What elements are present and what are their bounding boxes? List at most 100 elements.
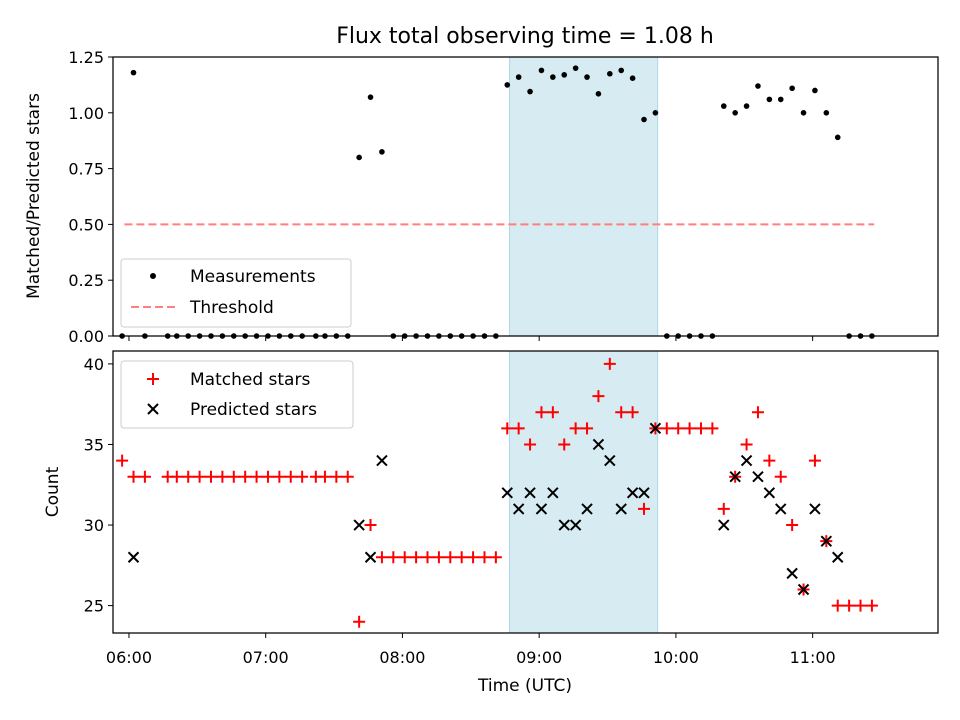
matched-star-point (831, 599, 844, 612)
measurement-point (777, 96, 784, 103)
predicted-star-point (718, 519, 730, 531)
matched-star-point (432, 551, 445, 564)
predicted-star-point (524, 487, 536, 499)
matched-star-point (353, 615, 366, 628)
matched-star-point (138, 470, 151, 483)
predicted-star-point (729, 470, 741, 483)
matched-star-point (193, 470, 206, 483)
predicted-star-point (752, 470, 764, 483)
matched-star-point (786, 519, 799, 532)
bottom-plot-frame (112, 350, 939, 634)
measurement-point (732, 110, 738, 116)
matched-star-point (843, 599, 856, 612)
predicted-star-point (763, 487, 776, 499)
measurement-point (504, 82, 511, 88)
matched-star-point (216, 470, 229, 483)
predicted-star-point (376, 454, 388, 467)
matched-star-point (330, 470, 343, 483)
predicted-star-point (512, 503, 525, 515)
matched-star-point (116, 454, 129, 467)
matched-star-point (751, 406, 764, 419)
predicted-star-point (127, 551, 140, 563)
predicted-star-point (809, 503, 821, 515)
predicted-star-point (740, 454, 753, 467)
matched-star-point (524, 438, 537, 451)
matched-star-point (694, 422, 707, 435)
matched-star-point (375, 551, 388, 564)
matched-star-point (854, 599, 867, 612)
matched-star-point (273, 470, 286, 483)
legend-matched-marker (147, 373, 159, 385)
top-y-tick-label: 1.00 (68, 104, 104, 123)
predicted-star-point (547, 487, 559, 499)
matched-star-point (227, 470, 240, 483)
x-tick-label: 10:00 (653, 648, 699, 667)
bottom-y-axis-label: Count (43, 466, 63, 517)
legend-threshold-label: Threshold (189, 298, 274, 318)
measurement-point (641, 116, 647, 123)
matched-star-point (581, 422, 594, 435)
top-plot-frame (112, 56, 939, 337)
legend-predicted-marker (147, 403, 159, 415)
matched-star-point (603, 357, 616, 370)
bottom-panel: 25 30 35 40 06:00 07:00 08:00 09:00 10:00 11:00 C… (43, 350, 939, 696)
matched-star-point (239, 470, 252, 483)
matched-star-point (204, 470, 217, 483)
matched-star-point (296, 470, 309, 483)
measurement-point (652, 110, 659, 116)
matched-star-point (660, 422, 673, 435)
predicted-star-point (615, 503, 627, 515)
predicted-star-point (638, 487, 650, 499)
matched-star-point (672, 422, 685, 435)
measurement-point (572, 65, 579, 71)
x-tick-label: 08:00 (379, 648, 425, 667)
x-axis-label: Time (UTC) (477, 676, 572, 696)
matched-star-point (284, 470, 297, 483)
measurement-point (618, 67, 625, 74)
measurement-point (595, 91, 602, 97)
predicted-star-point (501, 487, 513, 499)
matched-star-point (774, 470, 787, 483)
matched-star-point (478, 551, 491, 564)
predicted-star-point (592, 438, 605, 451)
measurement-point (743, 103, 750, 109)
measurement-point (584, 74, 590, 80)
matched-star-point (387, 551, 400, 564)
matched-star-point (444, 551, 457, 564)
matched-star-point (364, 519, 377, 532)
x-tick-label: 06:00 (106, 648, 152, 667)
measurement-point (629, 75, 636, 82)
bottom-y-tick-label: 40 (84, 355, 104, 374)
predicted-star-point (535, 503, 548, 515)
measurement-point (356, 154, 362, 161)
predicted-star-point (604, 454, 616, 467)
matched-star-point (467, 551, 480, 564)
bottom-y-tick-label: 30 (84, 516, 104, 535)
predicted-star-point (786, 567, 798, 580)
measurement-point (720, 103, 727, 109)
predicted-star-point (797, 583, 810, 596)
top-shaded-interval (509, 56, 659, 337)
top-legend: Measurements Threshold (120, 258, 352, 328)
matched-star-point (455, 551, 468, 564)
measurement-point (823, 110, 830, 116)
matched-star-point (546, 406, 559, 419)
top-y-axis-label: Matched/Predicted stars (24, 93, 44, 299)
measurement-point (812, 87, 818, 94)
matched-star-point (706, 422, 719, 435)
measurement-point (515, 74, 522, 80)
top-y-tick-label: 0.75 (68, 160, 104, 179)
matched-star-point (535, 406, 548, 419)
measurement-point (527, 88, 533, 95)
bottom-legend-box (120, 360, 354, 429)
measurement-point (550, 74, 556, 80)
bottom-legend: Matched stars Predicted stars (120, 360, 354, 429)
matched-star-point (512, 422, 525, 435)
legend-predicted-label: Predicted stars (190, 400, 317, 420)
matched-star-point (501, 422, 514, 435)
x-tick-label: 11:00 (790, 648, 836, 667)
x-tick-label: 09:00 (516, 648, 562, 667)
matched-star-point (318, 470, 331, 483)
measurement-point (379, 149, 385, 155)
bottom-y-tick-label: 25 (84, 597, 104, 616)
